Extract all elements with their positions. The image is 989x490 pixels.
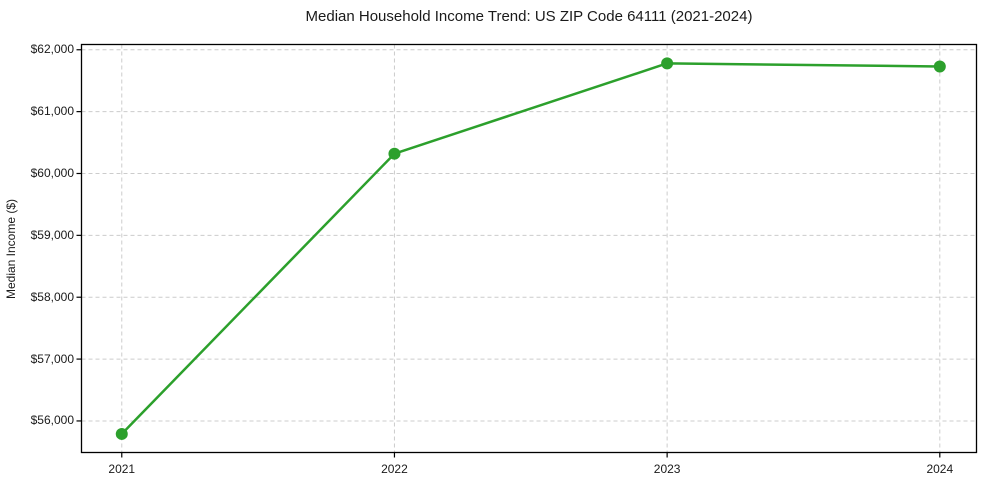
y-tick-label: $59,000: [30, 227, 74, 242]
y-tick-label: $61,000: [30, 104, 74, 119]
chart-title: Median Household Income Trend: US ZIP Co…: [305, 8, 753, 25]
data-point: [933, 60, 946, 73]
data-point: [388, 147, 401, 160]
y-tick-label: $56,000: [30, 413, 74, 428]
data-point: [661, 57, 674, 70]
y-tick-label: $60,000: [30, 165, 74, 180]
x-tick-label: 2024: [926, 461, 954, 476]
y-tick-label: $62,000: [30, 42, 74, 57]
x-tick-label: 2022: [381, 461, 408, 476]
plot-border: [80, 43, 978, 454]
income-trend-line: [120, 62, 942, 436]
y-tick-label: $57,000: [30, 351, 74, 366]
x-tick-label: 2021: [108, 461, 136, 476]
x-tick-label: 2023: [653, 461, 681, 476]
data-point: [115, 427, 128, 440]
y-tick-label: $58,000: [30, 289, 74, 304]
